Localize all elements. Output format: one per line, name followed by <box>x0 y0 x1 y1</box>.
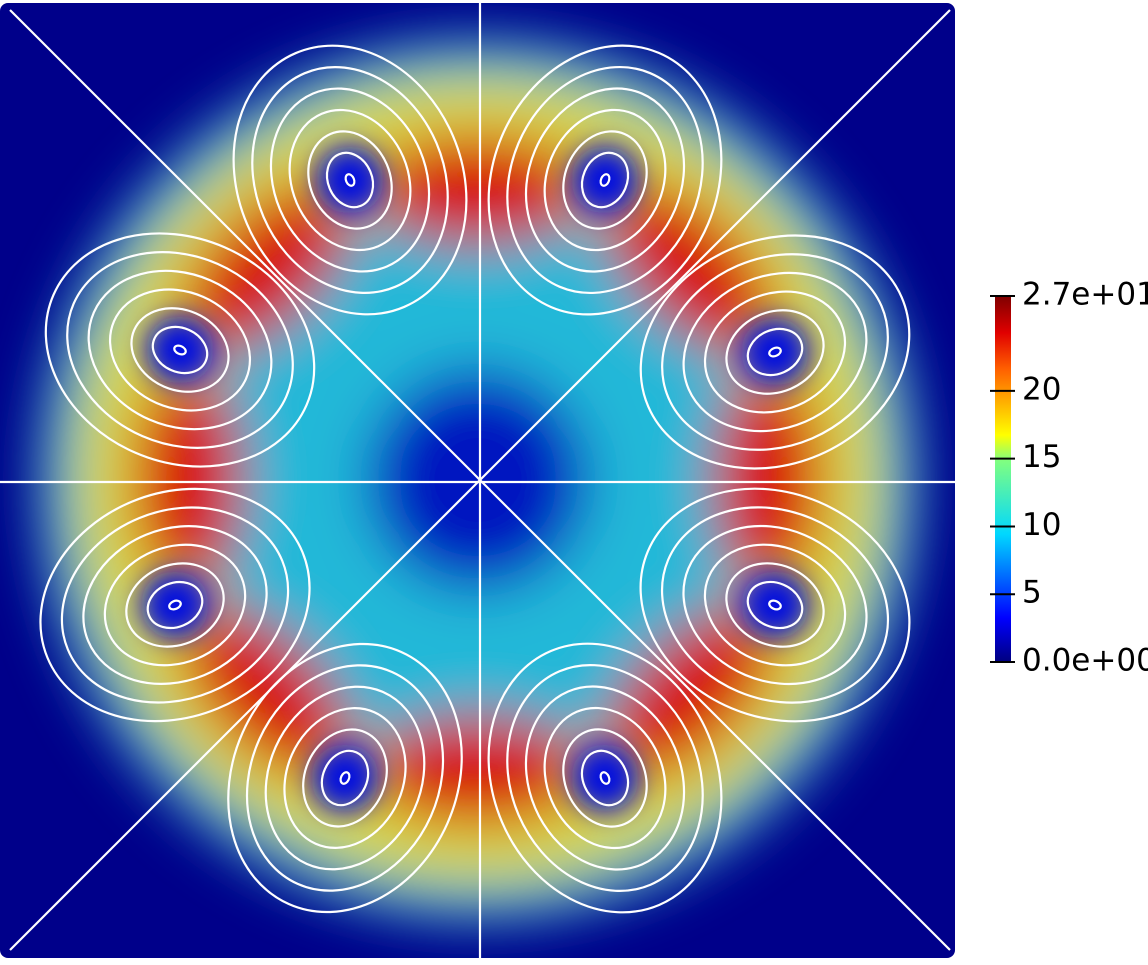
streamline <box>725 562 825 648</box>
tick-label: 20 <box>1022 371 1061 407</box>
streamline <box>320 749 370 807</box>
streamline <box>87 269 273 431</box>
streamline <box>39 487 311 723</box>
streamline <box>487 44 723 316</box>
field-zone <box>133 370 243 590</box>
streamline <box>66 251 294 449</box>
streamline <box>130 307 230 393</box>
streamline <box>580 151 630 209</box>
streamline <box>151 325 209 375</box>
tick-label: 2.7e+01 <box>1022 277 1148 313</box>
field-zone <box>141 571 209 639</box>
streamline <box>302 728 388 828</box>
field-zone <box>741 571 809 639</box>
field-zone <box>311 744 379 812</box>
streamline <box>506 65 704 295</box>
streamline <box>487 642 723 914</box>
tick-label: 10 <box>1022 507 1061 543</box>
colorbar <box>995 296 1011 662</box>
streamline <box>639 234 911 470</box>
streamline <box>580 749 630 807</box>
streamline <box>44 232 316 468</box>
field-zone <box>368 370 588 590</box>
streamline <box>682 524 868 686</box>
streamline <box>103 543 247 667</box>
streamline <box>725 309 825 395</box>
streamline <box>682 271 868 433</box>
streamline <box>60 506 290 704</box>
streamline <box>543 108 667 252</box>
tick-label: 5 <box>1022 575 1042 611</box>
streamline <box>264 685 426 871</box>
streamline <box>339 771 351 785</box>
streamline <box>344 173 356 187</box>
streamline <box>746 580 804 630</box>
field-zone <box>741 318 809 386</box>
streamline <box>524 685 686 871</box>
streamline <box>146 580 204 630</box>
streamline <box>168 599 182 611</box>
streamline <box>703 290 847 414</box>
streamline <box>251 66 449 294</box>
streamline <box>232 44 468 316</box>
streamline <box>325 151 375 209</box>
colorbar-axis: 2.7e+01 20 15 10 5 0.0e+00 <box>990 277 1148 679</box>
streamline <box>768 599 782 611</box>
field-zone <box>571 744 639 812</box>
streamline <box>661 253 889 451</box>
streamline <box>288 108 412 252</box>
streamline <box>227 642 463 914</box>
field-zone <box>146 316 214 384</box>
field-zone <box>316 146 384 214</box>
streamline <box>768 346 782 358</box>
streamline <box>599 771 611 785</box>
field-zone <box>368 135 588 245</box>
streamline <box>562 130 648 230</box>
streamline <box>307 130 393 230</box>
streamline <box>660 506 890 704</box>
streamline <box>639 487 911 723</box>
tick-label: 15 <box>1022 439 1061 475</box>
streamline <box>125 562 225 648</box>
tick-label: 0.0e+00 <box>1022 643 1148 679</box>
streamline <box>283 707 407 849</box>
streamline <box>746 327 804 377</box>
streamline <box>703 543 847 667</box>
streamline <box>506 664 704 892</box>
streamline <box>9 9 951 951</box>
streamline <box>108 288 252 412</box>
streamline <box>524 87 686 273</box>
streamline <box>82 525 268 685</box>
streamline <box>599 173 611 187</box>
field-zone <box>178 605 353 780</box>
field-zone <box>571 146 639 214</box>
streamline <box>245 664 445 892</box>
streamline <box>543 706 667 850</box>
field <box>0 3 955 958</box>
streamline <box>562 728 648 828</box>
streamline <box>173 344 187 356</box>
streamline <box>269 87 431 273</box>
